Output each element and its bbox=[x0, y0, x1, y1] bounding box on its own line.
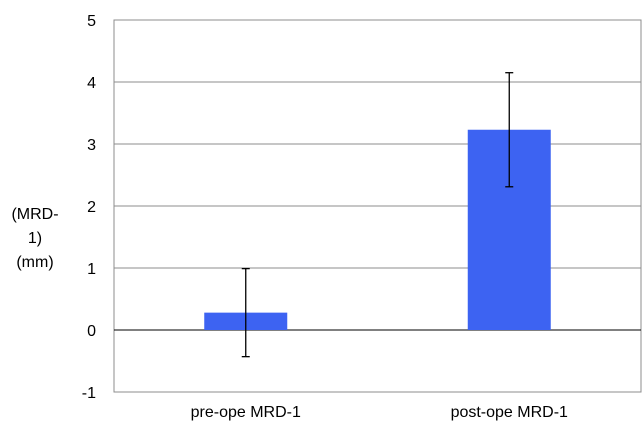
y-tick-label: 4 bbox=[87, 75, 96, 92]
y-tick-label: -1 bbox=[82, 385, 96, 402]
y-tick-label: 5 bbox=[87, 13, 96, 30]
y-tick-label: 1 bbox=[87, 261, 96, 278]
x-tick-label: pre-ope MRD-1 bbox=[191, 404, 301, 421]
y-axis-label-line: 1) bbox=[27, 230, 43, 247]
x-tick-label: post-ope MRD-1 bbox=[451, 404, 568, 421]
y-tick-label: 2 bbox=[87, 199, 96, 216]
plot-area-border bbox=[113, 19, 642, 393]
y-axis-label-line: (MRD- bbox=[11, 206, 59, 223]
y-tick-label: 3 bbox=[87, 137, 96, 154]
y-axis-label-line: (mm) bbox=[16, 254, 54, 271]
y-tick-label: 0 bbox=[87, 323, 96, 340]
y-axis-label: (MRD- 1) (mm) bbox=[0, 203, 70, 275]
